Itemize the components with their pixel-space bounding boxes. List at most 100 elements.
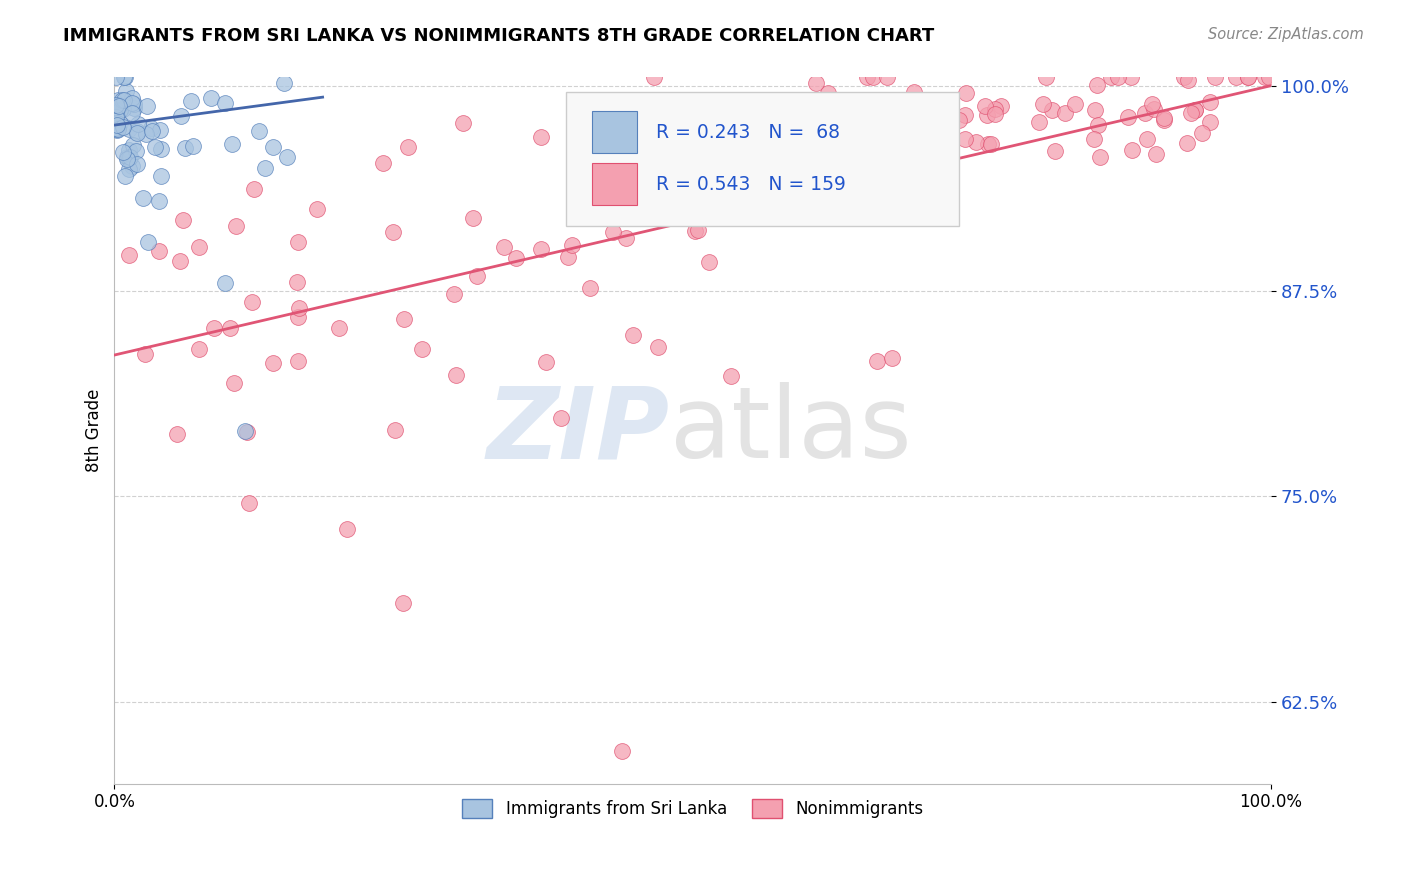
Point [219,321,242,335]
Point [149,169,172,183]
Point [166,427,188,442]
Point [505,251,527,265]
Point [936,151,959,165]
Point [307,202,329,216]
Point [238,496,260,510]
Point [984,106,1007,120]
Point [108,97,131,112]
Point [453,116,475,130]
Point [104,121,127,136]
Point [1043,145,1066,159]
Point [1136,132,1159,146]
Point [658,196,681,211]
Point [149,142,172,156]
Point [1085,78,1108,93]
Point [127,124,149,138]
Point [112,102,135,116]
Point [984,102,1007,116]
Point [869,161,891,175]
Point [1053,105,1076,120]
Point [740,132,762,146]
Point [530,243,553,257]
Point [328,320,350,334]
Point [112,93,135,107]
Point [890,107,912,121]
Point [955,132,977,146]
Point [122,97,145,112]
Point [121,95,143,110]
Point [534,354,557,368]
Point [955,87,977,101]
Point [104,103,127,118]
Point [127,118,149,132]
Point [105,119,128,133]
Point [392,596,415,610]
Point [882,351,904,366]
Text: atlas: atlas [669,382,911,479]
Point [121,105,143,120]
Point [1143,102,1166,116]
Point [222,376,245,390]
Point [827,124,849,138]
Point [411,342,433,356]
Point [766,145,789,159]
Point [104,70,127,85]
Point [1177,73,1199,87]
Point [108,116,131,130]
Point [1040,103,1063,118]
Point [1090,150,1112,164]
Point [776,130,799,145]
Point [108,103,131,117]
Point [1204,70,1226,85]
Point [118,122,141,136]
Point [181,138,204,153]
Point [118,151,141,165]
Point [121,137,143,152]
Point [134,346,156,360]
Point [965,135,987,149]
Point [107,99,129,113]
Point [396,139,419,153]
Point [1184,103,1206,118]
Point [647,340,669,354]
Point [530,130,553,145]
Point [373,155,395,169]
Point [287,310,309,325]
Point [240,295,263,310]
Point [643,70,665,85]
Point [143,139,166,153]
Point [105,116,128,130]
Point [980,136,1002,151]
Point [202,321,225,335]
Point [136,235,159,249]
Point [1084,103,1107,117]
Point [115,153,138,167]
Point [872,112,894,127]
Point [492,240,515,254]
Point [112,120,135,134]
Point [804,76,827,90]
FancyBboxPatch shape [565,92,959,226]
Point [174,141,197,155]
Point [443,286,465,301]
Point [444,368,467,382]
Point [148,194,170,208]
Point [862,70,884,85]
Point [381,225,404,239]
Point [148,244,170,258]
Point [114,70,136,85]
Point [848,129,870,144]
Point [1199,95,1222,109]
Point [1153,112,1175,126]
Point [744,142,766,156]
Point [602,225,624,239]
Point [253,161,276,175]
Text: IMMIGRANTS FROM SRI LANKA VS NONIMMIGRANTS 8TH GRADE CORRELATION CHART: IMMIGRANTS FROM SRI LANKA VS NONIMMIGRAN… [63,27,935,45]
FancyBboxPatch shape [592,112,637,153]
Point [561,237,583,252]
Point [1121,143,1143,157]
Point [111,145,134,160]
Point [276,151,298,165]
Point [1135,105,1157,120]
Point [236,425,259,439]
